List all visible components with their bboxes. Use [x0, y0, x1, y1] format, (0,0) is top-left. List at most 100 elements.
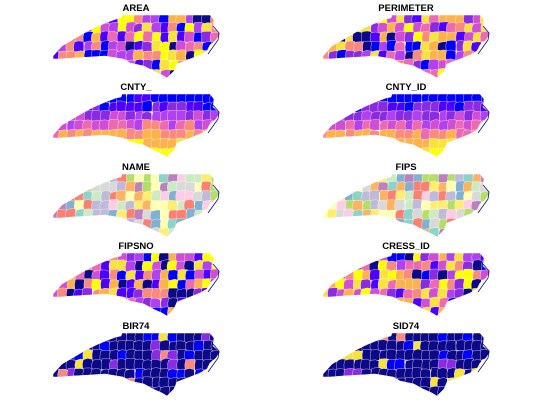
county-shape	[75, 333, 86, 343]
county-shape	[53, 110, 59, 122]
county-shape	[57, 350, 69, 362]
county-shape	[125, 260, 136, 273]
county-shape	[183, 59, 195, 71]
county-shape	[57, 15, 68, 25]
county-shape	[353, 58, 365, 71]
county-shape	[175, 253, 187, 263]
state-outline	[322, 173, 491, 238]
county-shape	[369, 138, 380, 150]
county-shape	[65, 253, 77, 262]
county-shape	[82, 333, 93, 343]
county-shape	[98, 378, 110, 390]
county-shape	[455, 137, 466, 150]
county-shape	[455, 69, 467, 78]
county-shape	[185, 138, 196, 151]
county-shape	[411, 94, 422, 103]
county-shape	[53, 32, 60, 44]
county-shape	[57, 368, 69, 381]
county-shape	[166, 94, 178, 103]
county-shape	[336, 22, 347, 34]
county-shape	[184, 218, 196, 230]
county-shape	[323, 260, 329, 272]
county-shape	[142, 228, 153, 237]
panel-title: CNTY_ID	[386, 82, 427, 93]
county-shape	[168, 386, 180, 396]
panel-title: PERIMETER	[378, 3, 434, 14]
panel-title: AREA	[123, 3, 150, 14]
county-shape	[74, 101, 85, 113]
county-shape	[66, 333, 78, 342]
county-shape	[58, 94, 70, 104]
county-shape	[176, 110, 187, 122]
county-shape	[412, 348, 424, 361]
county-shape	[201, 208, 213, 221]
county-shape	[429, 21, 441, 33]
county-shape	[471, 147, 483, 157]
county-shape	[352, 218, 363, 230]
county-shape	[361, 94, 372, 104]
county-shape	[353, 377, 364, 389]
county-shape	[471, 350, 483, 362]
county-shape	[167, 227, 179, 237]
county-shape	[326, 190, 338, 202]
county-shape	[369, 69, 381, 78]
county-shape	[404, 227, 416, 237]
county-shape	[53, 279, 59, 291]
county-shape	[200, 297, 212, 310]
county-shape	[210, 58, 220, 71]
county-shape	[453, 227, 465, 237]
county-shape	[167, 200, 178, 212]
county-shape	[327, 306, 339, 316]
county-shape	[210, 377, 220, 390]
county-shape	[132, 49, 144, 61]
county-shape	[479, 217, 490, 229]
county-shape	[53, 58, 59, 71]
county-shape	[360, 174, 372, 183]
county-shape	[92, 227, 103, 237]
county-shape	[370, 376, 381, 389]
county-shape	[201, 31, 212, 43]
county-shape	[109, 306, 120, 316]
county-shape	[344, 219, 356, 231]
county-shape	[125, 147, 136, 157]
county-shape	[82, 218, 94, 230]
county-shape	[100, 60, 111, 72]
county-shape	[360, 253, 371, 263]
state-map	[322, 14, 491, 79]
county-shape	[167, 358, 178, 371]
county-shape	[472, 59, 484, 71]
county-shape	[379, 147, 390, 157]
county-shape	[323, 111, 330, 123]
county-shape	[65, 58, 76, 71]
map-panel: CNTY_	[52, 82, 221, 158]
county-shape	[336, 15, 347, 25]
county-shape	[445, 340, 457, 352]
county-shape	[437, 68, 449, 78]
county-shape	[57, 386, 69, 396]
county-shape	[202, 385, 214, 396]
county-shape	[194, 387, 206, 396]
county-shape	[454, 147, 466, 157]
state-map	[52, 93, 221, 158]
county-shape	[117, 306, 129, 316]
county-shape	[428, 287, 440, 299]
county-shape	[107, 253, 119, 262]
county-shape	[56, 60, 68, 72]
county-shape	[396, 68, 407, 78]
county-shape	[176, 227, 188, 237]
county-shape	[351, 253, 363, 263]
state-map	[52, 252, 221, 317]
county-shape	[192, 147, 204, 157]
county-shape	[74, 377, 85, 389]
county-shape	[336, 333, 348, 343]
county-shape	[328, 386, 339, 396]
county-shape	[116, 128, 127, 140]
county-shape	[75, 218, 86, 231]
county-shape	[91, 297, 103, 310]
county-shape	[361, 110, 372, 122]
county-shape	[66, 94, 77, 103]
county-shape	[159, 339, 170, 352]
county-shape	[343, 15, 355, 25]
county-shape	[323, 349, 329, 362]
county-shape	[91, 278, 102, 291]
